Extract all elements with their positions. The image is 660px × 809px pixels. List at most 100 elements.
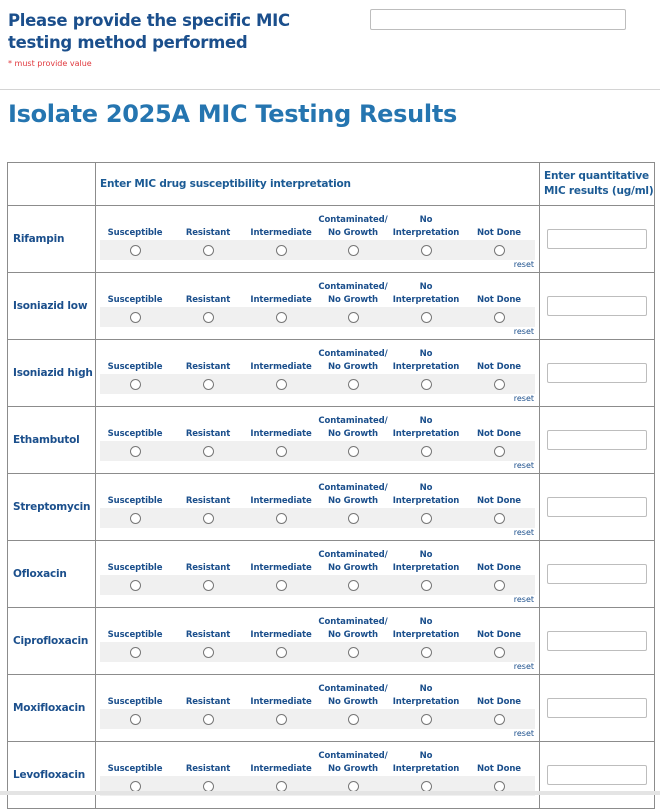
radio-option[interactable]	[493, 513, 505, 524]
reset-link[interactable]: reset	[513, 528, 534, 537]
radio-option[interactable]	[202, 714, 214, 725]
radio-option[interactable]	[202, 379, 214, 390]
radio-option[interactable]	[420, 714, 432, 725]
radio-option[interactable]	[202, 580, 214, 591]
radio-option[interactable]	[420, 513, 432, 524]
drug-name: Ofloxacin	[7, 540, 96, 608]
table-row: Isoniazid high Susceptible Resistant Interm…	[7, 339, 655, 407]
reset-link[interactable]: reset	[513, 327, 534, 336]
radio-option[interactable]	[129, 245, 141, 256]
radio-option[interactable]	[347, 379, 359, 390]
radio-strip	[100, 508, 535, 528]
mic-value-input[interactable]	[547, 296, 647, 316]
option-label: No Interpretation	[392, 215, 460, 238]
radio-option[interactable]	[493, 446, 505, 457]
radio-option[interactable]	[202, 446, 214, 457]
radio-option[interactable]	[202, 312, 214, 323]
radio-option[interactable]	[275, 580, 287, 591]
radio-option[interactable]	[129, 513, 141, 524]
radio-option[interactable]	[347, 245, 359, 256]
mic-value-input[interactable]	[547, 229, 647, 249]
reset-link[interactable]: reset	[513, 394, 534, 403]
radio-option[interactable]	[493, 312, 505, 323]
mic-value-cell	[539, 473, 655, 541]
option-label: Not Done	[477, 630, 521, 640]
radio-option[interactable]	[202, 513, 214, 524]
mic-value-input[interactable]	[547, 430, 647, 450]
reset-link[interactable]: reset	[513, 662, 534, 671]
option-label: Contaminated/ No Growth	[318, 751, 388, 774]
option-label: No Interpretation	[392, 483, 460, 506]
radio-option[interactable]	[347, 647, 359, 658]
radio-option[interactable]	[275, 379, 287, 390]
option-label: Resistant	[185, 764, 231, 774]
option-label: No Interpretation	[392, 416, 460, 439]
drug-name: Ciprofloxacin	[7, 607, 96, 675]
radio-strip	[100, 307, 535, 327]
radio-option[interactable]	[347, 312, 359, 323]
radio-option[interactable]	[347, 446, 359, 457]
radio-option[interactable]	[420, 379, 432, 390]
radio-option[interactable]	[347, 580, 359, 591]
radio-option[interactable]	[129, 580, 141, 591]
reset-link[interactable]: reset	[513, 260, 534, 269]
radio-option[interactable]	[420, 312, 432, 323]
radio-option[interactable]	[129, 714, 141, 725]
option-label: Intermediate	[250, 362, 312, 372]
radio-option[interactable]	[202, 245, 214, 256]
radio-option[interactable]	[129, 312, 141, 323]
mic-value-input[interactable]	[547, 497, 647, 517]
radio-option[interactable]	[129, 446, 141, 457]
radio-option[interactable]	[420, 580, 432, 591]
radio-strip	[100, 240, 535, 260]
option-label: Susceptible	[107, 228, 163, 238]
option-label: Contaminated/ No Growth	[318, 282, 388, 305]
radio-strip	[100, 709, 535, 729]
option-label: Susceptible	[107, 362, 163, 372]
reset-link[interactable]: reset	[513, 595, 534, 604]
option-label: No Interpretation	[392, 282, 460, 305]
option-label: Resistant	[185, 563, 231, 573]
radio-option[interactable]	[202, 647, 214, 658]
mic-value-input[interactable]	[547, 631, 647, 651]
radio-option[interactable]	[347, 513, 359, 524]
option-label: Not Done	[477, 563, 521, 573]
header-interpretation: Enter MIC drug susceptibility interpreta…	[95, 162, 540, 206]
mic-value-cell	[539, 272, 655, 340]
mic-value-input[interactable]	[547, 765, 647, 785]
radio-option[interactable]	[275, 513, 287, 524]
mic-value-input[interactable]	[547, 564, 647, 584]
radio-option[interactable]	[275, 647, 287, 658]
radio-option[interactable]	[275, 714, 287, 725]
option-label: Resistant	[185, 496, 231, 506]
radio-option[interactable]	[493, 379, 505, 390]
radio-option[interactable]	[129, 647, 141, 658]
mic-value-input[interactable]	[547, 363, 647, 383]
table-row: Ethambutol Susceptible Resistant Intermedia…	[7, 406, 655, 474]
radio-option[interactable]	[493, 647, 505, 658]
radio-option[interactable]	[275, 312, 287, 323]
reset-link[interactable]: reset	[513, 461, 534, 470]
radio-option[interactable]	[275, 446, 287, 457]
radio-option[interactable]	[420, 446, 432, 457]
bottom-scroll-edge	[0, 791, 660, 795]
radio-option[interactable]	[493, 580, 505, 591]
radio-option[interactable]	[129, 379, 141, 390]
radio-option[interactable]	[420, 245, 432, 256]
radio-option[interactable]	[275, 245, 287, 256]
mic-method-input[interactable]	[370, 9, 626, 30]
option-label: Contaminated/ No Growth	[318, 550, 388, 573]
mic-results-table: Enter MIC drug susceptibility interpreta…	[7, 162, 655, 809]
interpretation-cell: Susceptible Resistant Intermediate Contamin…	[95, 339, 540, 407]
option-label: No Interpretation	[392, 684, 460, 707]
interpretation-cell: Susceptible Resistant Intermediate Contamin…	[95, 473, 540, 541]
radio-option[interactable]	[347, 714, 359, 725]
reset-link[interactable]: reset	[513, 729, 534, 738]
interpretation-cell: Susceptible Resistant Intermediate Contamin…	[95, 272, 540, 340]
radio-option[interactable]	[493, 245, 505, 256]
option-label: Contaminated/ No Growth	[318, 684, 388, 707]
radio-option[interactable]	[420, 647, 432, 658]
mic-value-input[interactable]	[547, 698, 647, 718]
option-label: Susceptible	[107, 563, 163, 573]
radio-option[interactable]	[493, 714, 505, 725]
